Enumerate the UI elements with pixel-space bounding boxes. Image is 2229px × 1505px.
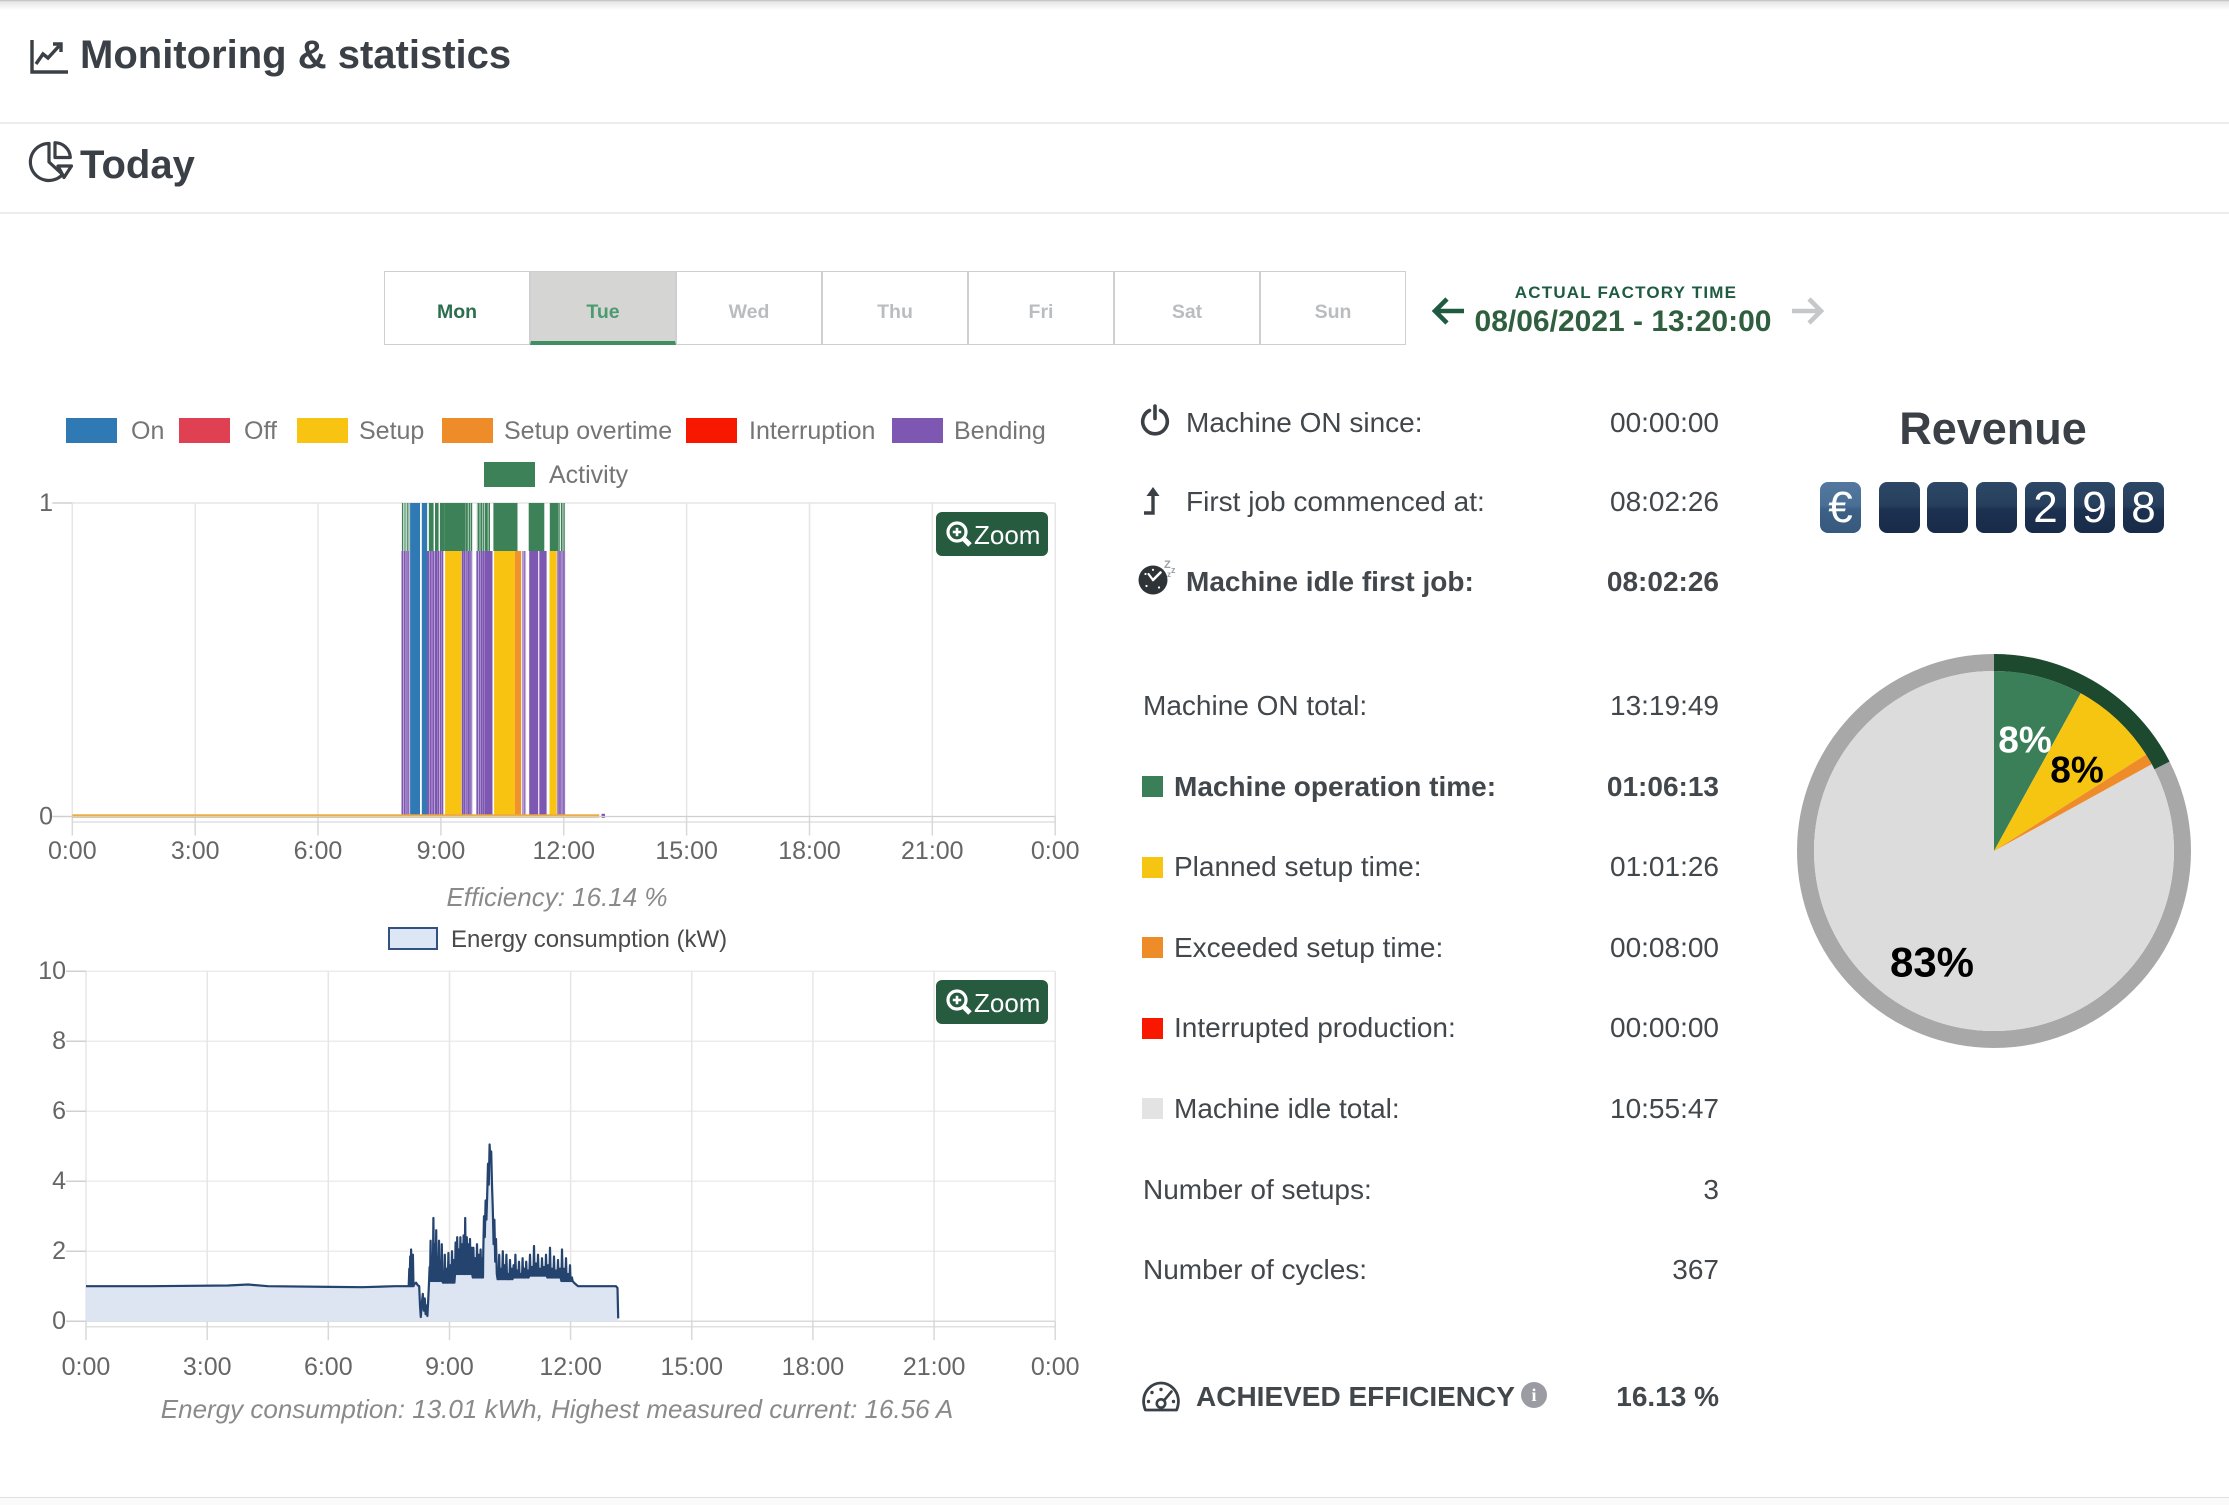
svg-text:3:00: 3:00	[171, 837, 220, 865]
svg-text:2: 2	[52, 1237, 66, 1265]
svg-text:Z: Z	[1164, 560, 1171, 571]
svg-text:z: z	[1171, 565, 1176, 575]
svg-text:8%: 8%	[2050, 750, 2103, 791]
svg-text:6:00: 6:00	[294, 837, 343, 865]
svg-text:Zoom: Zoom	[974, 520, 1040, 550]
svg-text:15:00: 15:00	[655, 837, 718, 865]
svg-text:21:00: 21:00	[901, 837, 964, 865]
svg-text:15:00: 15:00	[661, 1353, 724, 1381]
svg-text:0:00: 0:00	[1031, 1353, 1080, 1381]
svg-text:6: 6	[52, 1097, 66, 1125]
svg-text:18:00: 18:00	[782, 1353, 845, 1381]
svg-text:4: 4	[52, 1167, 66, 1195]
svg-text:12:00: 12:00	[533, 837, 596, 865]
svg-text:0:00: 0:00	[1031, 837, 1080, 865]
svg-text:9:00: 9:00	[417, 837, 466, 865]
svg-text:12:00: 12:00	[539, 1353, 602, 1381]
svg-text:6:00: 6:00	[304, 1353, 353, 1381]
svg-text:0:00: 0:00	[62, 1353, 111, 1381]
svg-text:10: 10	[38, 960, 66, 985]
svg-text:83%: 83%	[1890, 939, 1974, 986]
svg-text:0: 0	[52, 1307, 66, 1335]
svg-text:9:00: 9:00	[425, 1353, 474, 1381]
svg-text:18:00: 18:00	[778, 837, 841, 865]
svg-text:Zoom: Zoom	[974, 988, 1040, 1018]
svg-text:8%: 8%	[1998, 720, 2051, 761]
svg-text:1: 1	[39, 489, 53, 517]
svg-text:0: 0	[39, 803, 53, 831]
svg-text:8: 8	[52, 1027, 66, 1055]
svg-text:21:00: 21:00	[903, 1353, 966, 1381]
svg-text:3:00: 3:00	[183, 1353, 232, 1381]
svg-text:0:00: 0:00	[48, 837, 97, 865]
svg-text:z: z	[1167, 570, 1171, 579]
